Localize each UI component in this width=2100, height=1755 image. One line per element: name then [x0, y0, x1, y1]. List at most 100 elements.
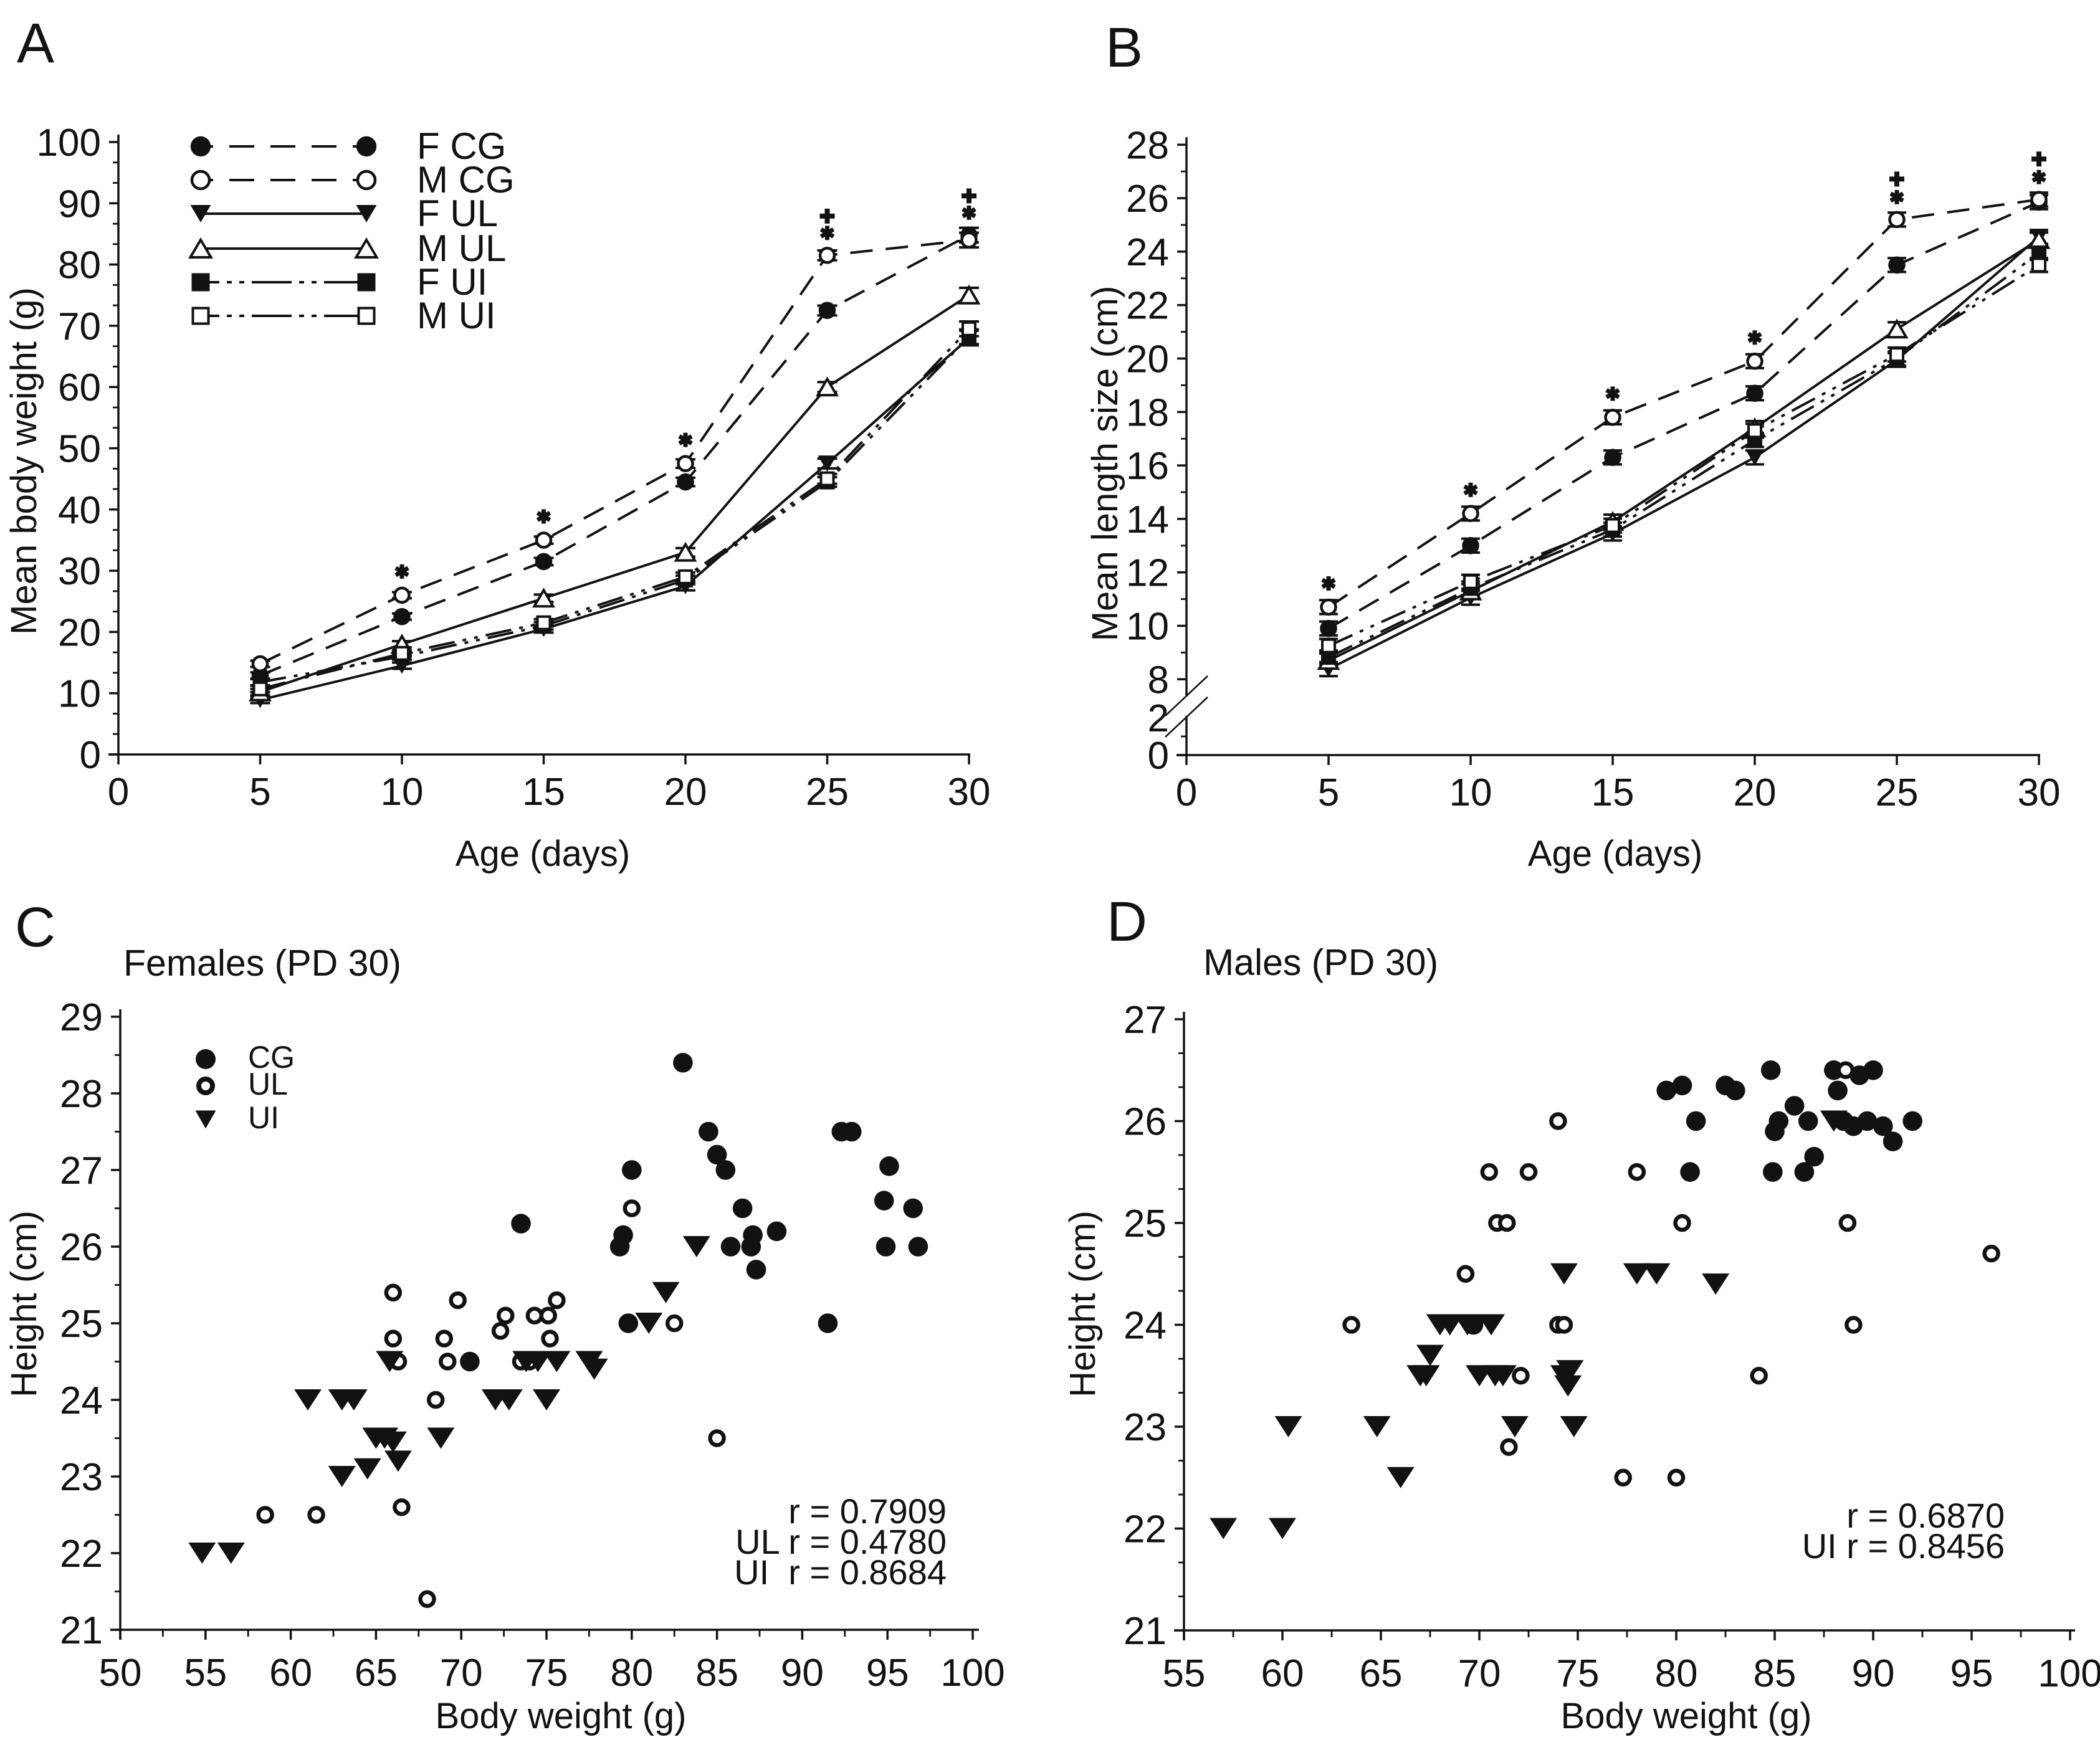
- svg-text:15: 15: [1592, 771, 1635, 814]
- svg-text:CG: CG: [248, 1040, 295, 1075]
- svg-text:2: 2: [1148, 697, 1169, 740]
- svg-text:Age (days): Age (days): [456, 834, 630, 874]
- svg-text:F UL: F UL: [417, 193, 498, 234]
- svg-text:UL: UL: [248, 1067, 288, 1101]
- svg-text:20: 20: [664, 771, 707, 814]
- svg-text:90: 90: [781, 1652, 824, 1695]
- svg-text:25: 25: [60, 1303, 103, 1346]
- svg-text:Height (cm): Height (cm): [4, 1210, 44, 1397]
- svg-text:24: 24: [1124, 1305, 1167, 1348]
- svg-text:UI r = 0.8684: UI r = 0.8684: [734, 1553, 947, 1592]
- svg-text:C: C: [15, 897, 55, 959]
- svg-text:27: 27: [1124, 999, 1167, 1042]
- svg-text:18: 18: [1126, 391, 1169, 434]
- svg-text:80: 80: [610, 1652, 653, 1695]
- svg-text:B: B: [1105, 17, 1143, 79]
- svg-text:UL r = 0.4780: UL r = 0.4780: [735, 1522, 947, 1561]
- svg-text:90: 90: [1852, 1652, 1895, 1695]
- svg-text:75: 75: [525, 1652, 568, 1695]
- svg-text:10: 10: [1449, 771, 1492, 814]
- svg-text:10: 10: [381, 771, 424, 814]
- svg-text:30: 30: [58, 550, 101, 593]
- svg-text:85: 85: [1754, 1652, 1797, 1695]
- svg-text:28: 28: [1126, 124, 1169, 167]
- svg-text:75: 75: [1557, 1652, 1600, 1695]
- svg-text:60: 60: [269, 1652, 312, 1695]
- svg-text:0: 0: [1148, 735, 1169, 778]
- svg-text:100: 100: [2038, 1652, 2100, 1695]
- svg-text:100: 100: [37, 121, 101, 164]
- svg-text:16: 16: [1126, 445, 1169, 488]
- svg-text:25: 25: [1124, 1202, 1167, 1245]
- svg-text:70: 70: [440, 1652, 483, 1695]
- svg-text:F UI: F UI: [417, 261, 487, 303]
- svg-text:29: 29: [60, 996, 103, 1039]
- svg-text:65: 65: [355, 1652, 398, 1695]
- svg-text:23: 23: [60, 1456, 103, 1499]
- svg-text:r = 0.6870: r = 0.6870: [1846, 1496, 2005, 1535]
- svg-text:40: 40: [58, 489, 101, 532]
- svg-text:60: 60: [58, 366, 101, 409]
- svg-text:Body weight (g): Body weight (g): [1561, 1696, 1812, 1736]
- svg-text:r = 0.7909: r = 0.7909: [788, 1491, 947, 1531]
- svg-text:20: 20: [1126, 338, 1169, 381]
- svg-text:50: 50: [99, 1652, 142, 1695]
- svg-text:Females (PD 30): Females (PD 30): [123, 943, 401, 984]
- svg-text:Body weight (g): Body weight (g): [436, 1696, 687, 1736]
- svg-text:20: 20: [1734, 771, 1777, 814]
- svg-text:20: 20: [58, 611, 101, 654]
- svg-text:80: 80: [58, 244, 101, 287]
- svg-text:85: 85: [695, 1652, 738, 1695]
- svg-text:65: 65: [1360, 1652, 1403, 1695]
- svg-text:0: 0: [1176, 771, 1197, 814]
- svg-text:Age (days): Age (days): [1528, 834, 1702, 874]
- svg-text:21: 21: [60, 1609, 103, 1652]
- svg-text:100: 100: [940, 1652, 1005, 1695]
- svg-text:26: 26: [1124, 1101, 1167, 1144]
- svg-text:10: 10: [58, 673, 101, 716]
- svg-text:F CG: F CG: [417, 125, 506, 167]
- svg-text:5: 5: [1318, 771, 1339, 814]
- svg-text:M UI: M UI: [417, 295, 496, 336]
- svg-text:24: 24: [60, 1379, 103, 1422]
- svg-text:0: 0: [80, 734, 101, 777]
- svg-text:5: 5: [249, 771, 270, 814]
- svg-text:25: 25: [1876, 771, 1919, 814]
- svg-text:70: 70: [1458, 1652, 1501, 1695]
- svg-text:25: 25: [806, 771, 849, 814]
- svg-text:23: 23: [1124, 1406, 1167, 1449]
- svg-text:UI r = 0.8456: UI r = 0.8456: [1802, 1526, 2005, 1566]
- svg-text:90: 90: [58, 183, 101, 226]
- svg-text:D: D: [1107, 891, 1147, 953]
- svg-text:22: 22: [60, 1533, 103, 1576]
- svg-text:M UL: M UL: [417, 227, 506, 269]
- svg-text:80: 80: [1655, 1652, 1698, 1695]
- svg-text:27: 27: [60, 1149, 103, 1192]
- svg-text:50: 50: [58, 428, 101, 471]
- svg-text:30: 30: [2018, 771, 2061, 814]
- svg-text:Males (PD 30): Males (PD 30): [1203, 942, 1438, 983]
- svg-text:22: 22: [1124, 1508, 1167, 1551]
- svg-text:Height (cm): Height (cm): [1062, 1210, 1103, 1397]
- svg-text:UI: UI: [248, 1100, 279, 1135]
- svg-text:95: 95: [866, 1652, 909, 1695]
- svg-text:21: 21: [1124, 1610, 1167, 1653]
- svg-text:24: 24: [1126, 231, 1169, 274]
- svg-text:28: 28: [60, 1073, 103, 1116]
- svg-text:55: 55: [184, 1652, 227, 1695]
- svg-text:0: 0: [108, 771, 129, 814]
- svg-text:10: 10: [1126, 606, 1169, 649]
- svg-text:26: 26: [60, 1226, 103, 1269]
- svg-text:A: A: [17, 12, 54, 75]
- svg-text:70: 70: [58, 305, 101, 348]
- svg-text:95: 95: [1950, 1652, 1993, 1695]
- svg-text:26: 26: [1126, 178, 1169, 221]
- svg-text:12: 12: [1126, 552, 1169, 595]
- svg-text:14: 14: [1126, 498, 1169, 541]
- svg-text:Mean length size (cm): Mean length size (cm): [1085, 286, 1125, 642]
- svg-text:60: 60: [1261, 1652, 1304, 1695]
- svg-text:15: 15: [522, 771, 565, 814]
- svg-text:55: 55: [1163, 1652, 1206, 1695]
- svg-text:30: 30: [948, 771, 991, 814]
- svg-text:Mean body weight (g): Mean body weight (g): [4, 287, 44, 635]
